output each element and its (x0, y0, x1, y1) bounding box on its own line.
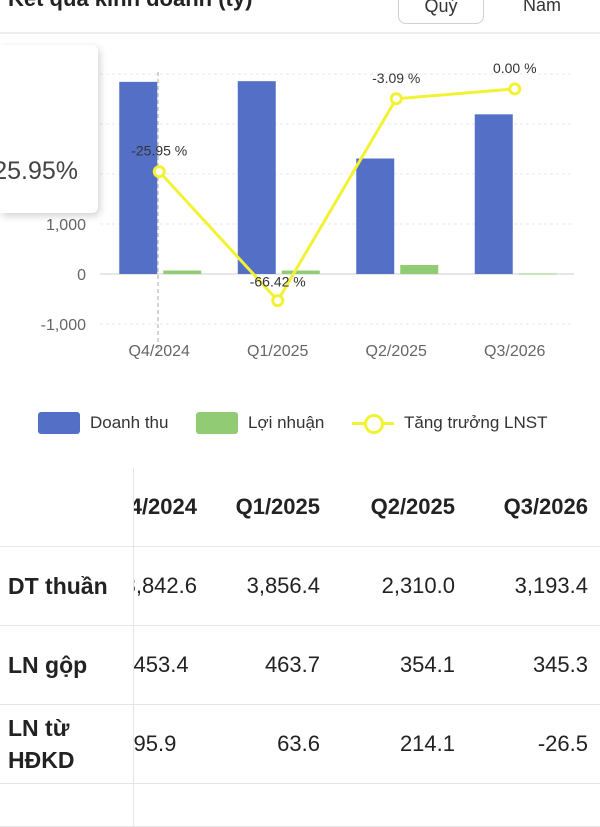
table-cell: 345.3 (467, 625, 600, 705)
growth-point (152, 165, 166, 179)
section-title: Kết quả kinh doanh (tỷ) (8, 0, 252, 12)
business-results-chart: -1,000 0 1,000 Q4/2024 Q1/2025 Q2/2025 Q3/2026… (41, 60, 574, 360)
table-cell: 3,842.6 (133, 546, 197, 626)
financial-table: Q4/2024 Q1/2025 Q2/2025 Q3/2026 DT thuần… (0, 468, 600, 827)
column-header-q3-2026: Q3/2026 (467, 468, 600, 547)
header-divider (0, 32, 600, 34)
table-row: LN từ HĐKD 95.9 63.6 214.1 -26.5 (0, 704, 600, 784)
table-cell: 3,856.4 (197, 546, 332, 626)
legend-line-icon (352, 412, 394, 434)
table-row: DT thuần 3,842.6 3,856.4 2,310.0 3,193.4 (0, 546, 600, 626)
y-tick-label: 0 (77, 267, 86, 284)
bar-revenue (356, 158, 395, 274)
legend-item-revenue[interactable]: Doanh thu (38, 405, 168, 441)
growth-line (158, 87, 515, 304)
legend-swatch-profit (196, 412, 238, 434)
y-tick-label: 1,000 (46, 217, 86, 234)
row-label-operating-profit: LN từ HĐKD (0, 704, 134, 784)
table-cell: 463.7 (197, 625, 332, 705)
legend-label-profit: Lợi nhuận (248, 413, 325, 432)
year-toggle-button[interactable]: Năm (492, 0, 592, 22)
growth-data-label: -3.09 % (372, 70, 420, 86)
growth-data-label: -66.42 % (250, 274, 306, 290)
bar-revenue (119, 81, 158, 274)
bar-profit (518, 273, 557, 275)
row-label-gross-profit: LN gộp (0, 625, 134, 705)
column-header-q2-2025: Q2/2025 (332, 468, 467, 547)
growth-point (508, 82, 522, 96)
column-header-q4-2024: Q4/2024 (133, 468, 197, 547)
bar-profit (400, 265, 439, 274)
row-label-net-revenue: DT thuần (0, 546, 134, 626)
growth-data-label: -25.95 % (131, 143, 187, 159)
column-header-q1-2025: Q1/2025 (197, 468, 332, 547)
table-cell: 354.1 (332, 625, 467, 705)
quarter-toggle-button[interactable]: Quý (398, 0, 484, 24)
x-tick-label: Q3/2026 (484, 343, 545, 360)
y-tick-label: -1,000 (41, 317, 86, 334)
growth-data-label: 0.00 % (493, 60, 537, 76)
bar-revenue (474, 114, 513, 274)
legend-item-profit[interactable]: Lợi nhuận (196, 405, 324, 441)
chart-header: Kết quả kinh doanh (tỷ) Quý Năm (0, 0, 600, 30)
legend-label-revenue: Doanh thu (90, 413, 169, 432)
bar-revenue (237, 81, 276, 275)
table-corner (0, 468, 134, 547)
chart-legend: Doanh thu Lợi nhuận Tăng trưởng LNST (0, 405, 600, 441)
table-cell: 95.9 (133, 704, 197, 784)
x-tick-label: Q1/2025 (247, 343, 308, 360)
x-tick-label: Q2/2025 (366, 343, 427, 360)
table-cell: 2,310.0 (332, 546, 467, 626)
chart-tooltip: -25.95% (0, 45, 98, 213)
growth-point (271, 294, 285, 308)
legend-swatch-revenue (38, 412, 80, 434)
table-cell: 214.1 (332, 704, 467, 784)
table-cell: 3,193.4 (467, 546, 600, 626)
x-tick-label: Q4/2024 (129, 343, 190, 360)
table-cell: -26.5 (467, 704, 600, 784)
tooltip-value: -25.95% (0, 157, 78, 185)
table-cell: 453.4 (133, 625, 197, 705)
growth-point (389, 92, 403, 106)
legend-item-growth[interactable]: Tăng trưởng LNST (352, 405, 547, 441)
bar-profit (163, 270, 202, 274)
bar-profit (281, 270, 320, 274)
table-row: LN gộp 453.4 463.7 354.1 345.3 (0, 625, 600, 705)
legend-label-growth: Tăng trưởng LNST (404, 413, 548, 432)
table-row (0, 783, 600, 827)
table-cell: 63.6 (197, 704, 332, 784)
